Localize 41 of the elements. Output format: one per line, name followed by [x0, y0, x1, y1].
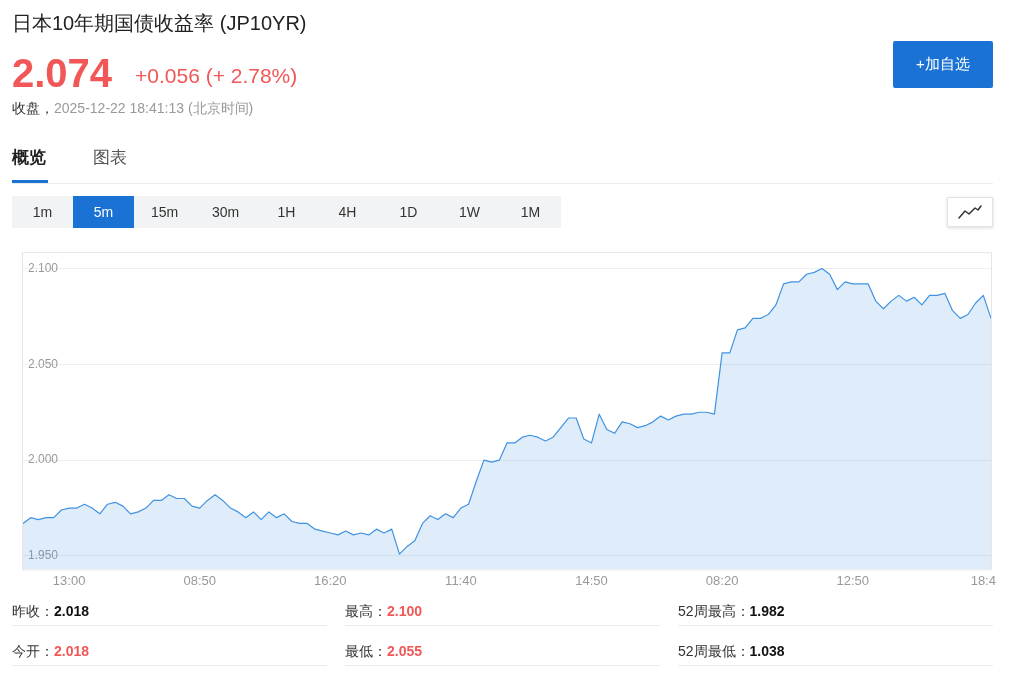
text: 1H	[277, 204, 296, 220]
text: 15m	[150, 204, 179, 220]
text: 2.018	[54, 643, 90, 659]
text: 4H	[338, 204, 357, 220]
x-tick-label: 14:50	[575, 572, 608, 588]
text: 收盘，	[12, 100, 54, 116]
text: 1.982	[749, 603, 785, 619]
x-tick-label: 16:20	[314, 572, 347, 588]
text: 1D	[399, 204, 418, 220]
y-tick-label: 2.050	[28, 356, 59, 371]
y-tick-label: 1.950	[28, 548, 59, 563]
x-tick-label: 11:40	[445, 572, 477, 588]
text: 概览	[12, 147, 46, 169]
text: 今开：	[12, 643, 54, 659]
x-tick-label: 18:4	[970, 572, 996, 588]
x-tick-label: 13:00	[52, 572, 86, 588]
selected-button: 5m	[73, 196, 134, 228]
text: 最高：	[345, 603, 387, 619]
chart-title: 日本10年期国债收益率 (JP10YR)	[12, 11, 307, 36]
y-tick-label: 2.000	[28, 452, 59, 467]
text: 1M	[520, 204, 541, 220]
text: 2.055	[387, 643, 423, 659]
text: 2025-12-22 18:41:13 (北京时间)	[54, 100, 254, 116]
x-tick-label: 08:50	[183, 572, 216, 588]
text: 1m	[32, 204, 53, 220]
text: 30m	[211, 204, 240, 220]
text: 52周最低：	[678, 643, 750, 659]
text: 52周最高：	[678, 603, 750, 619]
text: 最低：	[345, 643, 387, 659]
text: 图表	[93, 147, 127, 169]
text: 昨收：	[12, 603, 54, 619]
text: +0.056 (+ 2.78%)	[135, 63, 298, 89]
text: 2.100	[387, 603, 423, 619]
text: 2.074	[12, 50, 113, 96]
text: 1.038	[749, 643, 785, 659]
text: 1W	[459, 204, 480, 220]
add-button: +加自选	[893, 41, 993, 88]
x-tick-label: 08:20	[705, 572, 739, 588]
x-tick-label: 12:50	[836, 572, 869, 588]
y-tick-label: 2.100	[28, 260, 59, 275]
text: 2.018	[54, 603, 90, 619]
